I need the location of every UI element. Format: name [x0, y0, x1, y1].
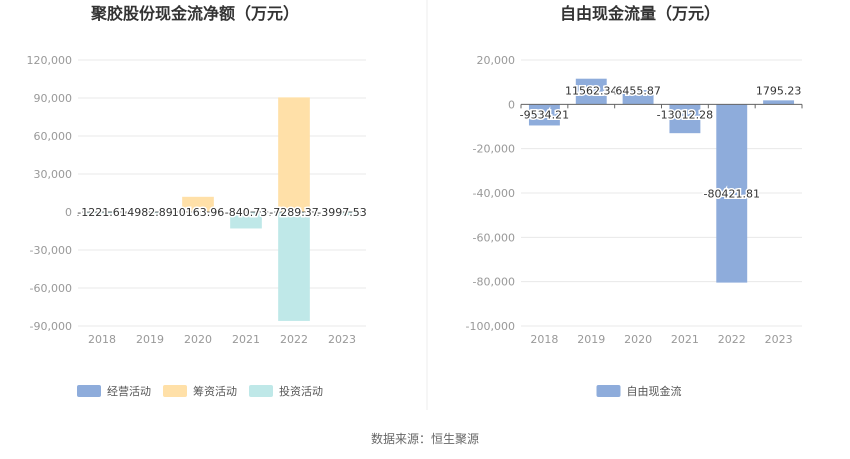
bar [230, 212, 262, 229]
bar [528, 104, 560, 126]
bar [669, 104, 701, 134]
x-tick-label: 2023 [765, 333, 793, 346]
data-label: 10163.96 [172, 206, 225, 219]
y-tick-label: -40,000 [473, 187, 515, 200]
legend-swatch [77, 385, 101, 397]
y-tick-label: -80,000 [473, 276, 515, 289]
legend-swatch [596, 385, 621, 397]
data-label: -13012.28 [657, 108, 713, 121]
data-label: 1795.23 [756, 84, 802, 97]
x-tick-label: 2018 [88, 333, 116, 346]
data-label: -1221.61 [77, 206, 126, 219]
left-chart-title: 聚胶股份现金流净额（万元） [90, 4, 299, 23]
legend-swatch [249, 385, 273, 397]
bar [622, 90, 654, 105]
y-tick-label: -60,000 [473, 231, 515, 244]
x-tick-label: 2021 [671, 333, 699, 346]
y-tick-label: -100,000 [466, 320, 515, 333]
y-tick-label: 20,000 [477, 54, 516, 67]
x-tick-label: 2022 [718, 333, 746, 346]
legend-swatch [163, 385, 187, 397]
legend-label: 投资活动 [279, 384, 323, 398]
y-tick-label: 0 [508, 98, 515, 111]
y-tick-label: 120,000 [27, 54, 73, 67]
y-tick-label: 0 [65, 206, 72, 219]
y-tick-label: -20,000 [473, 143, 515, 156]
data-label: -7289.37 [269, 206, 318, 219]
bar [182, 196, 214, 212]
data-label: 4982.89 [127, 206, 173, 219]
data-label: -9534.21 [520, 108, 569, 121]
x-tick-label: 2019 [577, 333, 605, 346]
x-tick-label: 2018 [530, 333, 558, 346]
legend-label: 自由现金流 [627, 384, 682, 398]
bar [86, 212, 118, 214]
x-tick-label: 2020 [184, 333, 212, 346]
data-label: -840.73 [225, 206, 267, 219]
data-label: 6455.87 [615, 84, 661, 97]
x-tick-label: 2019 [136, 333, 164, 346]
bar [134, 212, 166, 216]
x-tick-label: 2023 [328, 333, 356, 346]
right-chart: 自由现金流量（万元） 20,000 0 -20,000 -40,000 -60,000 -… [466, 4, 803, 398]
y-tick-label: 30,000 [34, 168, 73, 181]
right-chart-title: 自由现金流量（万元） [560, 4, 720, 23]
bar [278, 212, 310, 321]
data-label: -3997.53 [317, 206, 366, 219]
x-tick-label: 2020 [624, 333, 652, 346]
bar [278, 97, 310, 212]
y-tick-label: -90,000 [30, 320, 72, 333]
data-label: -80421.81 [704, 187, 760, 200]
bar [326, 212, 358, 216]
bar [575, 78, 607, 105]
legend-label: 筹资活动 [193, 384, 237, 398]
y-tick-label: 90,000 [34, 92, 73, 105]
y-tick-label: -30,000 [30, 244, 72, 257]
bar [763, 100, 795, 105]
left-chart: 聚胶股份现金流净额（万元） 120,000 90,000 60,000 30,000 0… [27, 4, 369, 398]
legend-label: 经营活动 [107, 384, 151, 398]
x-tick-label: 2022 [280, 333, 308, 346]
y-tick-label: -60,000 [30, 282, 72, 295]
x-tick-label: 2021 [232, 333, 260, 346]
bar [716, 104, 748, 283]
y-tick-label: 60,000 [34, 130, 73, 143]
data-label: 11562.34 [565, 84, 618, 97]
source-note: 数据来源：恒生聚源 [371, 431, 479, 446]
